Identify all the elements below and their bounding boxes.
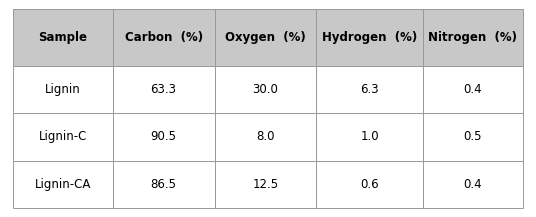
Text: 0.6: 0.6 — [361, 178, 379, 191]
Bar — [423, 113, 523, 161]
Bar — [316, 113, 423, 161]
Text: 90.5: 90.5 — [151, 130, 177, 143]
Bar — [214, 161, 316, 208]
Bar — [13, 9, 113, 66]
Bar — [113, 9, 214, 66]
Text: Lignin-C: Lignin-C — [39, 130, 87, 143]
Bar — [13, 161, 113, 208]
Text: Lignin-CA: Lignin-CA — [35, 178, 91, 191]
Bar — [316, 66, 423, 113]
Text: 12.5: 12.5 — [252, 178, 279, 191]
Bar — [113, 113, 214, 161]
Text: Oxygen  (%): Oxygen (%) — [225, 31, 306, 44]
Text: 6.3: 6.3 — [361, 83, 379, 96]
Bar — [423, 9, 523, 66]
Text: Carbon  (%): Carbon (%) — [124, 31, 203, 44]
Bar — [316, 161, 423, 208]
Bar — [316, 9, 423, 66]
Text: 86.5: 86.5 — [151, 178, 177, 191]
Bar — [214, 9, 316, 66]
Text: 1.0: 1.0 — [361, 130, 379, 143]
Text: 63.3: 63.3 — [151, 83, 177, 96]
Text: 0.4: 0.4 — [464, 178, 482, 191]
Text: Lignin: Lignin — [45, 83, 81, 96]
Bar — [423, 66, 523, 113]
Bar — [13, 66, 113, 113]
Bar — [13, 113, 113, 161]
Text: 8.0: 8.0 — [256, 130, 275, 143]
Bar — [214, 66, 316, 113]
Bar — [113, 66, 214, 113]
Text: 0.4: 0.4 — [464, 83, 482, 96]
Bar — [214, 113, 316, 161]
Text: Hydrogen  (%): Hydrogen (%) — [322, 31, 418, 44]
Bar — [113, 161, 214, 208]
Text: Sample: Sample — [39, 31, 87, 44]
Text: 30.0: 30.0 — [252, 83, 278, 96]
Text: 0.5: 0.5 — [464, 130, 482, 143]
Bar — [423, 161, 523, 208]
Text: Nitrogen  (%): Nitrogen (%) — [428, 31, 517, 44]
